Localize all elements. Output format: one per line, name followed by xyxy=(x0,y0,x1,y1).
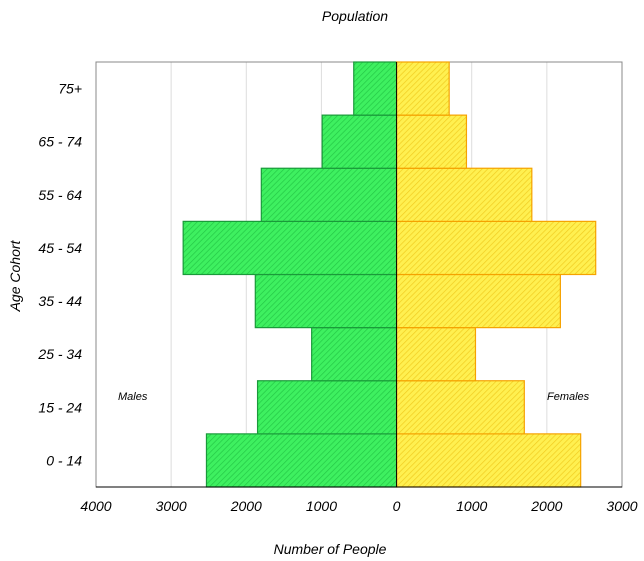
y-tick-label: 35 - 44 xyxy=(38,293,82,309)
x-tick-label: 4000 xyxy=(80,498,111,514)
y-axis-title: Age Cohort xyxy=(7,239,23,312)
x-tick-label: 3000 xyxy=(606,498,637,514)
x-axis-title: Number of People xyxy=(274,541,387,557)
x-tick-label: 2000 xyxy=(230,498,262,514)
y-tick-labels: 0 - 14 15 - 24 25 - 34 35 - 44 45 - 54 55 - 6… xyxy=(37,81,82,469)
x-tick-label: 2000 xyxy=(530,498,562,514)
bar-males-1 xyxy=(256,380,398,435)
bars xyxy=(182,61,597,488)
x-tick-label: 3000 xyxy=(156,498,187,514)
chart-title: Population xyxy=(322,8,388,24)
bar-females-2 xyxy=(395,327,477,382)
y-tick-label: 15 - 24 xyxy=(38,399,82,415)
bar-females-1 xyxy=(395,380,525,435)
bar-males-2 xyxy=(311,327,398,382)
bar-males-5 xyxy=(260,167,398,222)
x-tick-label: 0 xyxy=(393,498,401,514)
y-tick-label: 45 - 54 xyxy=(38,240,82,256)
bar-males-3 xyxy=(254,273,398,329)
y-tick-label: 55 - 64 xyxy=(38,187,82,203)
bar-females-6 xyxy=(395,114,468,169)
bar-females-5 xyxy=(395,167,533,222)
bar-females-4 xyxy=(395,220,597,276)
y-tick-label: 0 - 14 xyxy=(46,452,82,468)
bar-females-7 xyxy=(395,61,450,116)
bar-females-3 xyxy=(395,273,561,329)
bar-males-7 xyxy=(353,61,398,116)
x-tick-labels: 4000 3000 2000 1000 0 1000 2000 3000 xyxy=(80,498,637,514)
bar-males-4 xyxy=(182,220,398,276)
y-tick-label: 65 - 74 xyxy=(38,134,82,150)
males-annotation: Males xyxy=(118,391,148,403)
females-annotation: Females xyxy=(547,391,590,403)
x-tick-label: 1000 xyxy=(306,498,337,514)
y-tick-label: 75+ xyxy=(58,81,82,97)
bar-males-6 xyxy=(321,114,398,169)
bar-males-0 xyxy=(205,433,398,488)
x-tick-label: 1000 xyxy=(456,498,487,514)
bar-females-0 xyxy=(395,433,582,488)
y-tick-label: 25 - 34 xyxy=(37,346,82,362)
